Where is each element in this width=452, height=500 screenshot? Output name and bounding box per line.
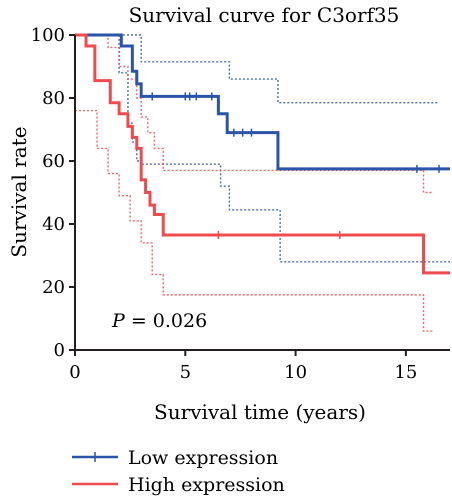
ci-upper-high [75, 34, 433, 194]
axis-ticks: 0 5 10 15 0 20 40 60 80 100 [31, 25, 418, 383]
y-tick-label: 100 [31, 25, 65, 46]
y-axis-label: Survival rate [7, 126, 31, 257]
chart-title: Survival curve for C3orf35 [129, 3, 400, 27]
p-value-annotation: P = 0.026 [111, 310, 207, 332]
x-tick-label: 5 [180, 362, 191, 383]
survival-curve-low [75, 33, 450, 171]
x-tick-label: 10 [284, 362, 307, 383]
legend-label-high: High expression [128, 474, 285, 496]
p-value-text: = 0.026 [125, 310, 207, 332]
legend: Low expression High expression [72, 447, 285, 496]
y-tick-label: 80 [42, 88, 65, 109]
y-tick-label: 60 [42, 151, 65, 172]
ci-lower-high [75, 109, 433, 332]
survival-curve-high [75, 33, 450, 275]
y-tick-label: 40 [42, 214, 65, 235]
ci-upper-low [75, 34, 439, 104]
p-value-symbol: P [111, 310, 126, 332]
plot-area [75, 33, 450, 332]
legend-label-low: Low expression [128, 447, 278, 469]
y-tick-label: 20 [42, 277, 65, 298]
y-tick-label: 0 [54, 340, 65, 361]
x-axis-label: Survival time (years) [154, 400, 366, 424]
x-tick-label: 15 [394, 362, 417, 383]
x-tick-label: 0 [69, 362, 80, 383]
